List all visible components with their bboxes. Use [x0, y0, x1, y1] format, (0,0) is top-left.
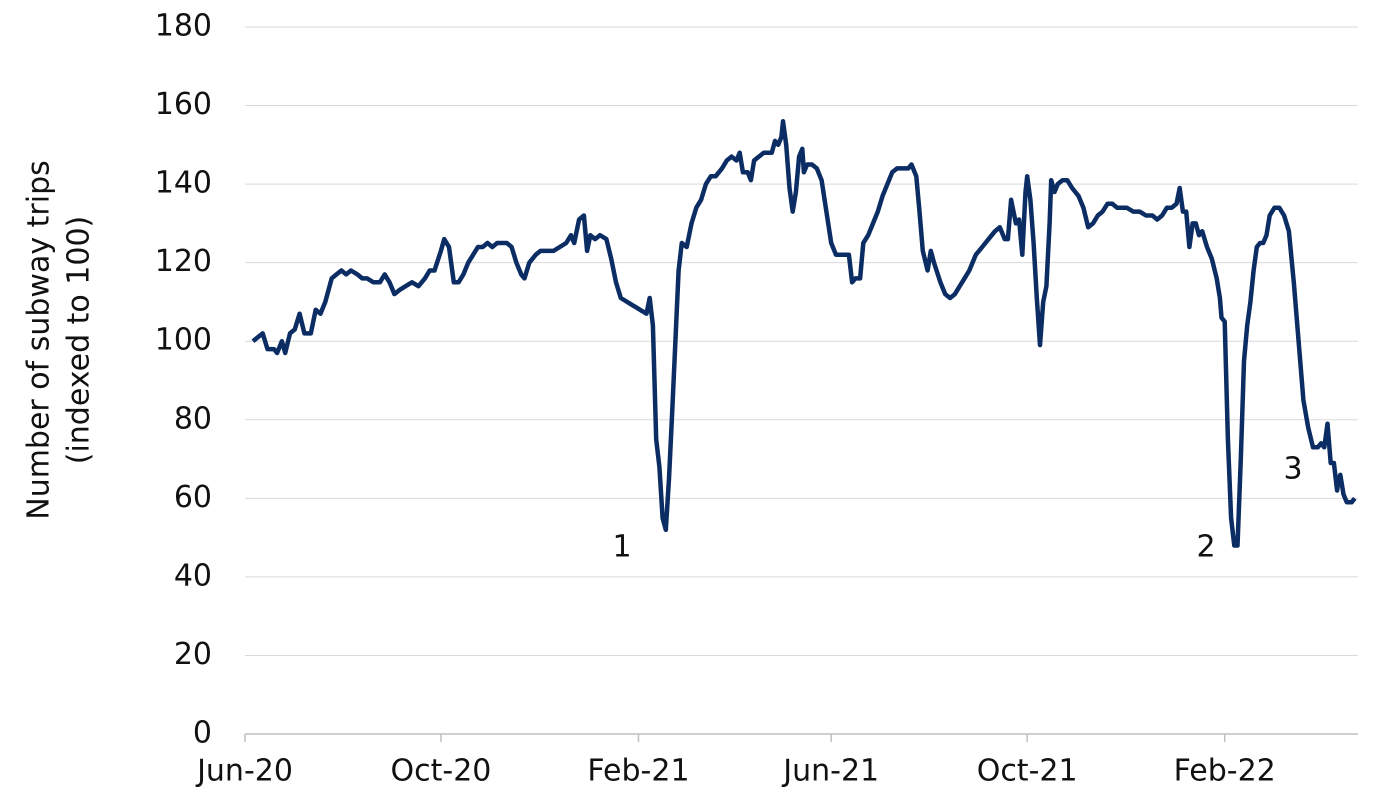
y-axis-title-line: Number of subway trips: [22, 160, 57, 520]
y-axis-title-line: (indexed to 100): [62, 216, 97, 465]
y-tick-label: 40: [174, 558, 212, 593]
y-tick-label: 0: [193, 716, 212, 751]
x-tick-label: Jun-20: [195, 754, 293, 789]
y-tick-label: 140: [155, 166, 212, 201]
x-tick-label: Jun-21: [781, 754, 879, 789]
data-line: [251, 119, 1357, 548]
annotation: 1: [612, 530, 631, 565]
x-tick-label: Oct-21: [977, 754, 1078, 789]
x-tick-label: Feb-22: [1174, 754, 1276, 789]
y-tick-label: 180: [155, 9, 212, 44]
y-tick-label: 60: [174, 480, 212, 515]
x-tick-label: Oct-20: [391, 754, 492, 789]
y-axis-title: Number of subway trips (indexed to 100): [22, 160, 97, 520]
y-tick-label: 160: [155, 87, 212, 122]
annotation: 2: [1196, 530, 1215, 565]
y-tick-label: 120: [155, 244, 212, 279]
y-tick-label: 80: [174, 401, 212, 436]
y-tick-label: 100: [155, 323, 212, 358]
x-tick-label: Feb-21: [587, 754, 689, 789]
annotation: 3: [1283, 452, 1302, 487]
y-tick-label: 20: [174, 637, 212, 672]
